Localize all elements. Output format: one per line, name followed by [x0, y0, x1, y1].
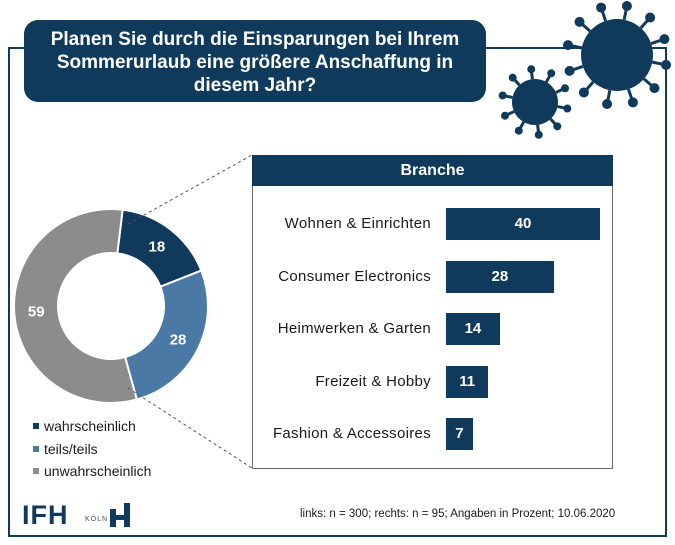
legend-item-wahrscheinlich: wahrscheinlich: [33, 417, 136, 435]
legend-label: wahrscheinlich: [44, 418, 136, 434]
donut-chart: 18 28 59: [13, 154, 252, 469]
title-line-1: Planen Sie durch die Einsparungen bei Ih…: [50, 29, 460, 50]
bar-value-label: 11: [459, 372, 476, 390]
footnote: links: n = 300; rechts: n = 95; Angaben …: [300, 508, 616, 520]
bar-category-label: Consumer Electronics: [278, 267, 431, 285]
branche-panel: [252, 155, 613, 469]
title-box: Planen Sie durch die Einsparungen bei Ih…: [24, 20, 486, 102]
bar-category-label: Heimwerken & Garten: [277, 320, 431, 337]
bar-value-label: 7: [455, 425, 464, 442]
bar-value-label: 40: [514, 215, 532, 232]
bar: [446, 208, 600, 240]
donut-value-label: 18: [149, 239, 166, 256]
title-line-2: Sommerurlaub eine größere Anschaffung in: [56, 52, 454, 73]
virus-icon: [498, 0, 672, 139]
donut-slice-unwahrscheinlich: [13, 208, 139, 404]
bar-category-label: Fashion & Accessoires: [272, 425, 431, 442]
bar: [446, 260, 554, 293]
bar: [446, 313, 500, 345]
bar-value-label: 14: [464, 320, 482, 337]
legend-label: unwahrscheinlich: [44, 463, 152, 479]
branche-header: Branche: [252, 155, 613, 186]
title-line-3: diesem Jahr?: [193, 75, 317, 96]
logo-mark-icon: [110, 503, 130, 527]
donut-value-label: 28: [170, 332, 187, 349]
zoom-line-bottom: [127, 387, 252, 469]
legend-item-teils-teils: teils/teils: [33, 440, 98, 458]
bar-value-label: 28: [491, 267, 509, 285]
zoom-line-top: [127, 154, 252, 225]
bar-category-label: Wohnen & Einrichten: [284, 215, 431, 232]
ifh-logo-icon: IFH KÖLN: [22, 500, 142, 530]
logo-name: IFH: [22, 500, 69, 530]
bar: [446, 418, 473, 450]
legend-swatch: [33, 446, 39, 453]
legend-label: teils/teils: [44, 441, 98, 457]
bar: [446, 365, 489, 398]
donut-slice-teils-teils: [123, 269, 209, 401]
legend-swatch: [33, 468, 39, 475]
legend-item-unwahrscheinlich: unwahrscheinlich: [33, 462, 151, 480]
bar-category-label: Freizeit & Hobby: [315, 372, 431, 390]
donut-value-label: 59: [28, 304, 45, 321]
logo-city: KÖLN: [85, 516, 109, 523]
legend-swatch: [33, 423, 39, 430]
